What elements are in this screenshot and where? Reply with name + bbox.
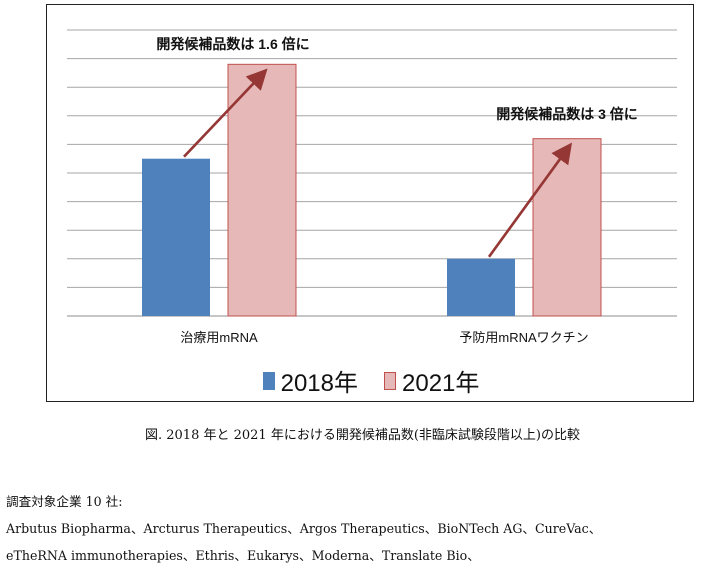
bar-2021-1 (532, 138, 602, 317)
growth-annotation: 開発候補品数は 1.6 倍に (156, 36, 309, 52)
bar-2021-0 (227, 63, 297, 317)
growth-annotation: 開発候補品数は 3 倍に (496, 106, 638, 122)
chart-frame: 治療用mRNA 予防用mRNAワクチン 開発候補品数は 1.6 倍に開発候補品数は … (46, 4, 694, 402)
legend-swatch-2021 (384, 371, 396, 390)
category-label: 治療用mRNA (180, 330, 258, 345)
category-label: 予防用mRNAワクチン (459, 330, 588, 345)
notes-line-1: Arbutus Biopharma、Arcturus Therapeutics、… (6, 521, 602, 536)
bar-2018-0 (142, 158, 210, 316)
legend-item-2018: 2018年 (262, 363, 358, 398)
notes-heading: 調査対象企業 10 社: (6, 494, 123, 509)
legend-swatch-2018 (262, 371, 275, 390)
legend-item-2021: 2021年 (384, 363, 479, 398)
legend-label-2018: 2018年 (280, 370, 358, 397)
legend-label-2021: 2021年 (402, 370, 480, 397)
notes-line-2: eTheRNA immunotherapies、Ethris、Eukarys、M… (6, 548, 480, 563)
notes-section: 調査対象企業 10 社: Arbutus Biopharma、Arcturus … (6, 488, 721, 569)
chart-plot: 治療用mRNA 予防用mRNAワクチン 開発候補品数は 1.6 倍に開発候補品数は … (67, 29, 677, 345)
bar-2018-1 (447, 258, 515, 316)
figure-caption: 図. 2018 年と 2021 年における開発候補品数(非臨床試験段階以上)の比… (145, 428, 580, 443)
chart-legend: 2018年 2021年 (47, 363, 695, 398)
growth-arrow-0 (183, 68, 268, 158)
growth-arrow-1 (487, 142, 573, 258)
